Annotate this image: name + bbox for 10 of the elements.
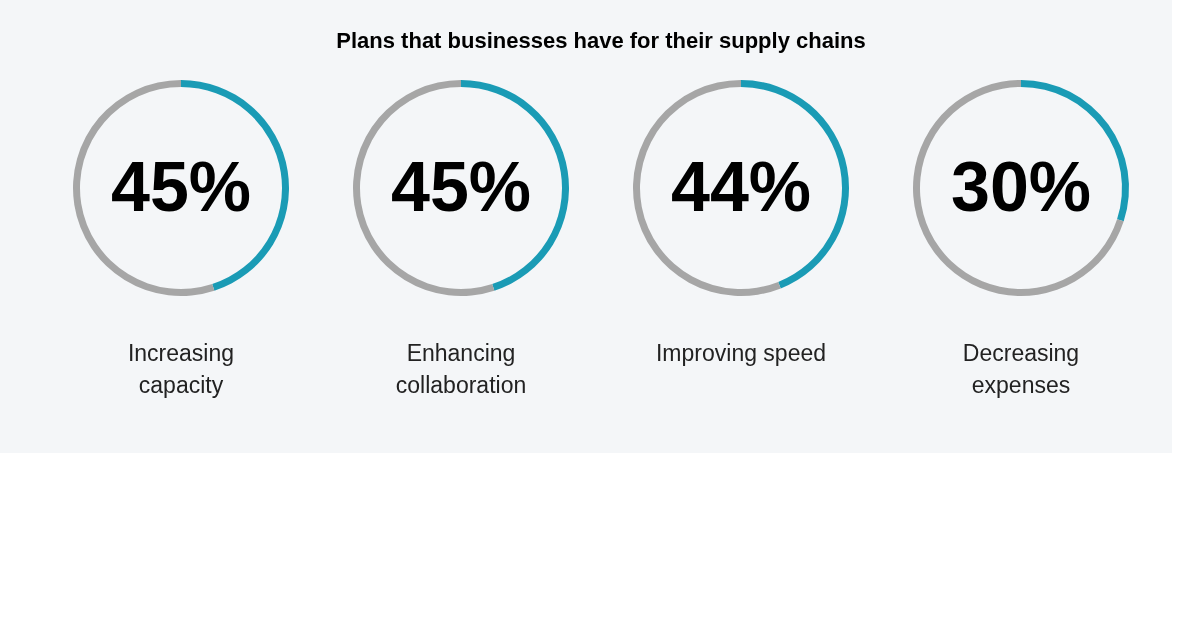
text: Increasing capacity [127,340,235,398]
text: Plans that businesses have for their supply chains [336,28,866,53]
donut-slice [913,80,1124,296]
data-label: 44% [670,148,812,226]
text: Decreasing expenses [962,340,1080,398]
data-label: 30% [950,148,1092,226]
data-label: 45% [390,148,532,226]
text: Enhancing collaboration [395,340,527,398]
text: Improving speed [655,340,827,366]
data-label: 45% [110,148,252,226]
